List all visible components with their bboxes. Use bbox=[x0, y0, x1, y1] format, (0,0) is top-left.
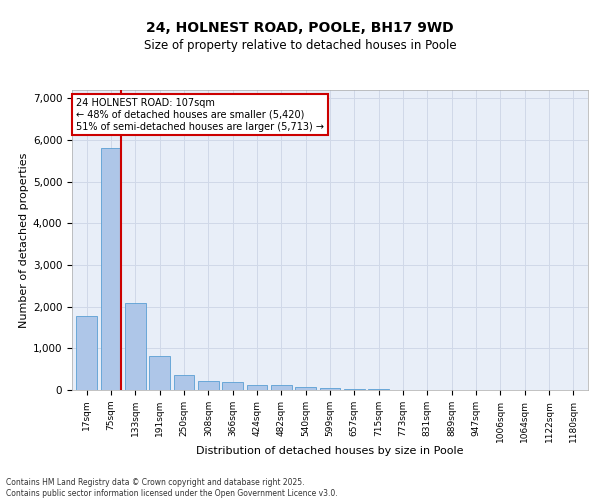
Bar bbox=[76, 316, 97, 390]
Bar bbox=[222, 382, 243, 390]
Bar bbox=[320, 388, 340, 390]
Text: 24 HOLNEST ROAD: 107sqm
← 48% of detached houses are smaller (5,420)
51% of semi: 24 HOLNEST ROAD: 107sqm ← 48% of detache… bbox=[76, 98, 323, 132]
Bar bbox=[149, 356, 170, 390]
Bar bbox=[295, 387, 316, 390]
Bar bbox=[125, 304, 146, 390]
Bar bbox=[344, 389, 365, 390]
X-axis label: Distribution of detached houses by size in Poole: Distribution of detached houses by size … bbox=[196, 446, 464, 456]
Bar bbox=[198, 381, 218, 390]
Bar bbox=[101, 148, 121, 390]
Text: 24, HOLNEST ROAD, POOLE, BH17 9WD: 24, HOLNEST ROAD, POOLE, BH17 9WD bbox=[146, 20, 454, 34]
Text: Contains HM Land Registry data © Crown copyright and database right 2025.
Contai: Contains HM Land Registry data © Crown c… bbox=[6, 478, 338, 498]
Bar bbox=[271, 386, 292, 390]
Y-axis label: Number of detached properties: Number of detached properties bbox=[19, 152, 29, 328]
Bar bbox=[368, 389, 389, 390]
Text: Size of property relative to detached houses in Poole: Size of property relative to detached ho… bbox=[143, 38, 457, 52]
Bar bbox=[247, 385, 268, 390]
Bar bbox=[173, 376, 194, 390]
